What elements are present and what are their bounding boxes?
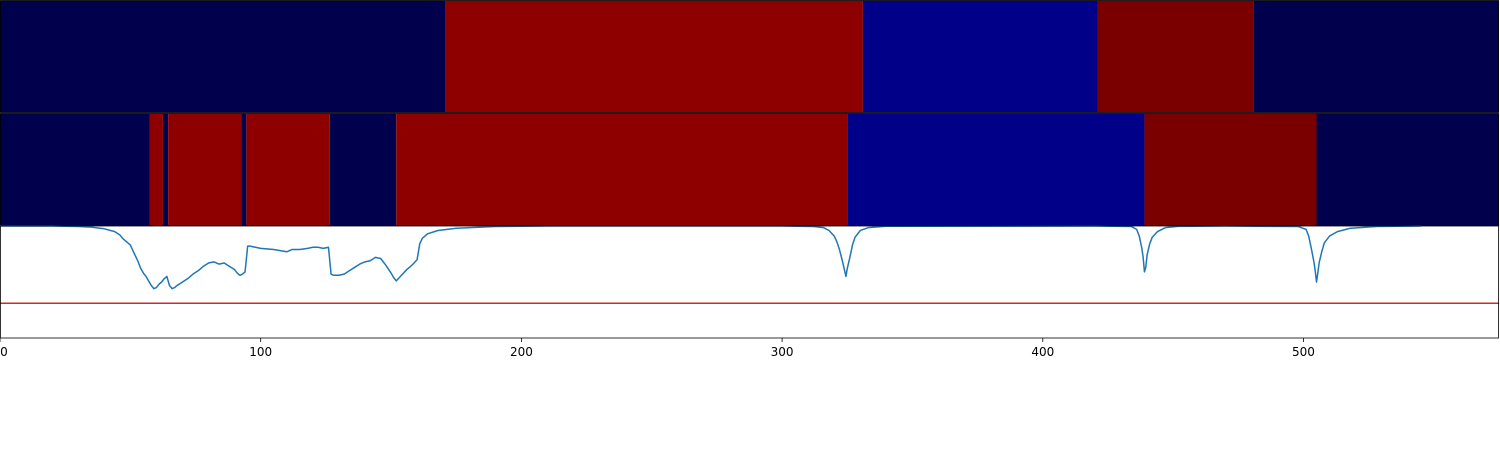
heatmap-segment [0,113,150,226]
heatmap-top [0,0,1499,113]
series-line [0,225,1421,290]
heatmap-segment [396,113,848,226]
heatmap-segment [1144,113,1317,226]
heatmap-segment [329,113,397,226]
heatmap-middle [0,113,1499,226]
heatmap-segment [0,0,446,113]
line-panel-background [0,226,1499,338]
heatmap-segment [847,113,1145,226]
x-tick-label: 100 [249,345,272,359]
heatmap-segment [168,113,242,226]
heatmap-segment [246,113,330,226]
x-tick-label: 0 [0,345,8,359]
heatmap-segment [149,113,163,226]
x-tick-label: 500 [1292,345,1315,359]
line-panel [0,225,1499,339]
line-panel-frame [0,225,1499,339]
heatmap-segment [1316,113,1499,226]
x-tick-label: 400 [1031,345,1054,359]
heatmap-segment [1253,0,1499,113]
heatmap-segment [1097,0,1254,113]
heatmap-segment [162,113,169,226]
heatmap-segment [445,0,863,113]
heatmap-frame [0,0,1499,113]
x-axis: 0 100 200 300 400 500 [0,338,1315,359]
x-tick-label: 200 [510,345,533,359]
heatmap-segment [862,0,1098,113]
heatmap-segment [241,113,247,226]
x-tick-label: 300 [771,345,794,359]
